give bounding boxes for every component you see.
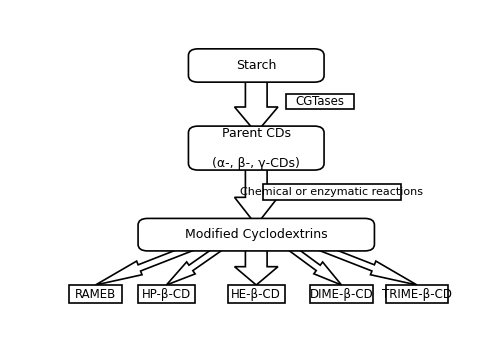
FancyBboxPatch shape [386, 285, 448, 303]
FancyBboxPatch shape [138, 218, 374, 251]
FancyBboxPatch shape [138, 285, 195, 303]
FancyBboxPatch shape [286, 94, 354, 109]
Text: Starch: Starch [236, 59, 277, 72]
Text: HE-β-CD: HE-β-CD [232, 288, 281, 301]
Text: Modified Cyclodextrins: Modified Cyclodextrins [185, 228, 328, 241]
Text: TRIME-β-CD: TRIME-β-CD [382, 288, 452, 301]
FancyBboxPatch shape [310, 285, 374, 303]
Polygon shape [234, 75, 278, 133]
FancyBboxPatch shape [188, 126, 324, 170]
Polygon shape [166, 242, 226, 285]
Text: Parent CDs

(α-, β-, γ-CDs): Parent CDs (α-, β-, γ-CDs) [212, 127, 300, 170]
Text: HP-β-CD: HP-β-CD [142, 288, 191, 301]
Text: Chemical or enzymatic reactions: Chemical or enzymatic reactions [240, 187, 424, 197]
Polygon shape [312, 241, 417, 285]
Text: CGTases: CGTases [296, 95, 344, 108]
Polygon shape [284, 242, 342, 285]
FancyBboxPatch shape [188, 49, 324, 82]
FancyBboxPatch shape [70, 285, 122, 303]
FancyBboxPatch shape [228, 285, 285, 303]
Polygon shape [234, 163, 278, 225]
Text: RAMEB: RAMEB [75, 288, 116, 301]
FancyBboxPatch shape [263, 184, 400, 200]
Text: DIME-β-CD: DIME-β-CD [310, 288, 374, 301]
Polygon shape [234, 244, 278, 285]
Polygon shape [96, 241, 201, 285]
